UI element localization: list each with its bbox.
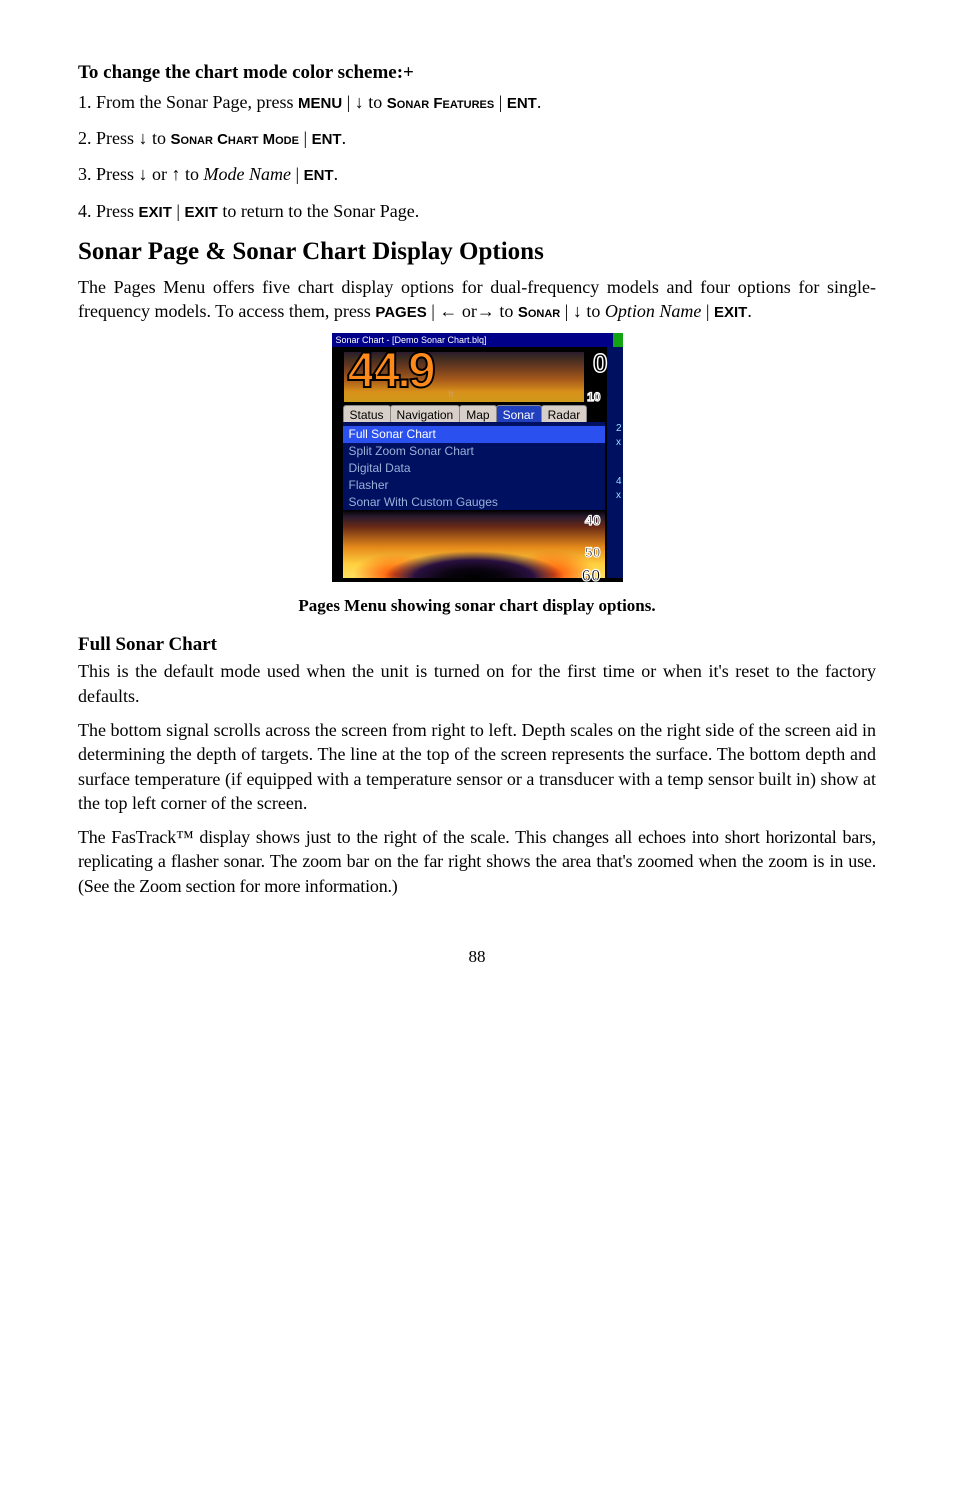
- step4-mid: |: [172, 201, 185, 221]
- full-chart-p2: The bottom signal scrolls across the scr…: [78, 718, 876, 815]
- step4-post: to return to the Sonar Page.: [218, 201, 419, 221]
- menu-key: MENU: [298, 95, 342, 112]
- intro-end: .: [747, 301, 752, 321]
- sonar-screenshot: Sonar Chart - [Demo Sonar Chart.blq] 2 x…: [332, 333, 623, 582]
- exit-key-3: EXIT: [714, 304, 747, 321]
- menu-split-zoom[interactable]: Split Zoom Sonar Chart: [343, 443, 605, 460]
- right-scale-bar: 2 x 4 x: [607, 347, 623, 578]
- full-chart-p3: The FasTrack™ display shows just to the …: [78, 825, 876, 898]
- ent-key-2: ENT: [312, 131, 342, 148]
- exit-key-2: EXIT: [184, 204, 217, 221]
- step1-post: |: [494, 92, 507, 112]
- step-2: 2. Press ↓ to Sonar Chart Mode | ENT.: [78, 126, 876, 150]
- step-3: 3. Press ↓ or ↑ to Mode Name | ENT.: [78, 162, 876, 186]
- change-scheme-heading: To change the chart mode color scheme:+: [78, 60, 876, 86]
- period-2: .: [342, 128, 347, 148]
- tabs-bar: StatusNavigationMapSonarRadar: [343, 403, 605, 423]
- step4-pre: 4. Press: [78, 201, 139, 221]
- depth-50-label: 50: [585, 543, 601, 562]
- intro-m1: | ← or→ to: [427, 301, 518, 321]
- menu-custom-gauges[interactable]: Sonar With Custom Gauges: [343, 494, 605, 511]
- step2-pre: 2. Press ↓ to: [78, 128, 171, 148]
- ft-label: ft: [449, 388, 454, 400]
- step3-pre: 3. Press ↓ or ↑ to: [78, 164, 204, 184]
- period-1: .: [537, 92, 542, 112]
- sonar-chart-mode-key: Sonar Chart Mode: [171, 131, 299, 148]
- option-name-italic: Option Name: [605, 301, 702, 321]
- step2-mid: |: [299, 128, 312, 148]
- intro-paragraph: The Pages Menu offers five chart display…: [78, 275, 876, 324]
- step1-mid: | ↓ to: [342, 92, 387, 112]
- menu-flasher[interactable]: Flasher: [343, 477, 605, 494]
- menu-digital-data[interactable]: Digital Data: [343, 460, 605, 477]
- period-3: .: [334, 164, 339, 184]
- figure-wrap: Sonar Chart - [Demo Sonar Chart.blq] 2 x…: [78, 333, 876, 589]
- zero-label: 0: [593, 346, 607, 381]
- zoom-4x-label: 4 x: [616, 475, 622, 502]
- section-heading: Sonar Page & Sonar Chart Display Options: [78, 235, 876, 269]
- depth-reading: 44.9: [348, 337, 433, 405]
- step-1: 1. From the Sonar Page, press MENU | ↓ t…: [78, 90, 876, 114]
- depth-60-label: 60: [582, 565, 601, 582]
- zoom-2x-label: 2 x: [616, 422, 622, 449]
- pages-menu: Full Sonar Chart Split Zoom Sonar Chart …: [343, 422, 605, 515]
- menu-full-sonar-chart[interactable]: Full Sonar Chart: [343, 426, 605, 443]
- depth-40-label: 40: [585, 511, 601, 530]
- sonar-chart-area: [343, 510, 605, 578]
- titlebar-green-box: [613, 333, 623, 347]
- step3-mid: |: [291, 164, 304, 184]
- intro-m3: |: [701, 301, 714, 321]
- step1-pre: 1. From the Sonar Page, press: [78, 92, 298, 112]
- sonar-features-key: Sonar Features: [387, 95, 494, 112]
- depth-box: 44.9 ft: [343, 351, 585, 403]
- full-sonar-chart-heading: Full Sonar Chart: [78, 632, 876, 658]
- exit-key-1: EXIT: [139, 204, 172, 221]
- figure-caption: Pages Menu showing sonar chart display o…: [78, 595, 876, 618]
- pages-key: PAGES: [375, 304, 426, 321]
- intro-m2: | ↓ to: [560, 301, 605, 321]
- step-4: 4. Press EXIT | EXIT to return to the So…: [78, 199, 876, 223]
- ent-key-1: ENT: [507, 95, 537, 112]
- mode-name-italic: Mode Name: [204, 164, 291, 184]
- ent-key-3: ENT: [304, 167, 334, 184]
- sonar-key: Sonar: [518, 304, 560, 321]
- page-number: 88: [78, 946, 876, 969]
- full-chart-p1: This is the default mode used when the u…: [78, 659, 876, 708]
